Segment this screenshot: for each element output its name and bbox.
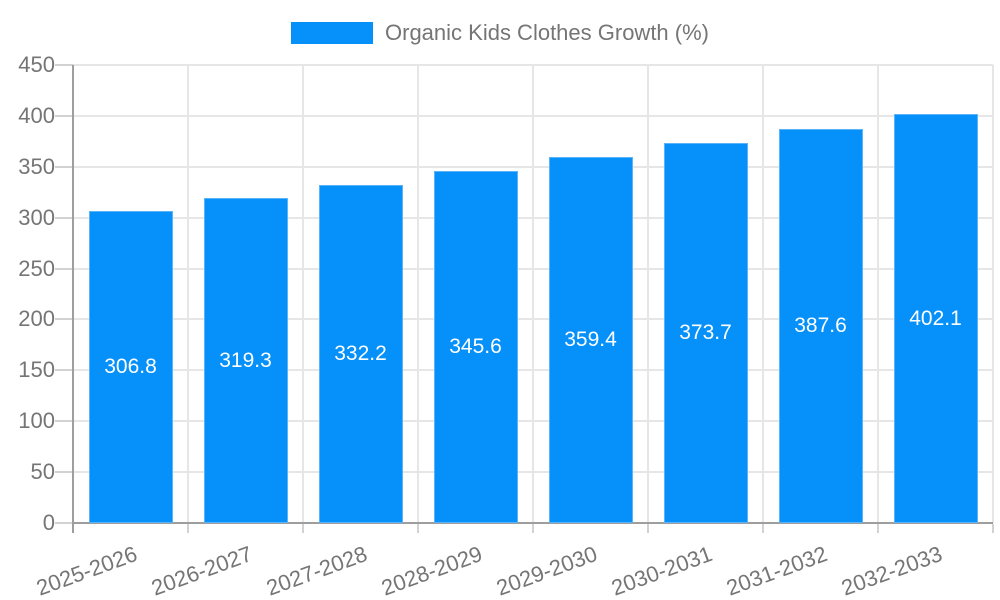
bar[interactable]: 373.7 xyxy=(663,143,748,523)
y-tick-label: 350 xyxy=(18,153,55,179)
x-tick-label: 2025-2026 xyxy=(33,541,141,600)
y-axis-tick xyxy=(55,369,73,372)
x-tick-label: 2027-2028 xyxy=(263,541,371,600)
bar[interactable]: 387.6 xyxy=(778,129,863,523)
y-axis-tick xyxy=(55,420,73,423)
x-tick-label: 2026-2027 xyxy=(148,541,256,600)
y-tick-label: 300 xyxy=(18,204,55,230)
y-axis-tick xyxy=(55,318,73,321)
y-axis-tick xyxy=(55,216,73,219)
y-axis-line xyxy=(72,65,74,533)
gridline-vertical xyxy=(877,65,879,523)
y-tick-label: 150 xyxy=(18,357,55,383)
y-axis-tick xyxy=(55,267,73,270)
bar-value-label: 359.4 xyxy=(564,328,617,351)
gridline-vertical xyxy=(187,65,189,523)
gridline-vertical xyxy=(532,65,534,523)
gridline-vertical xyxy=(647,65,649,523)
y-tick-label: 100 xyxy=(18,408,55,434)
x-axis-tick xyxy=(532,524,534,533)
bar[interactable]: 306.8 xyxy=(88,211,173,523)
bar-value-label: 332.2 xyxy=(334,342,387,365)
bar-value-label: 319.3 xyxy=(219,348,272,372)
bar[interactable]: 319.3 xyxy=(203,198,288,523)
x-axis-tick xyxy=(647,524,649,533)
gridline-vertical xyxy=(992,65,994,523)
y-axis-tick xyxy=(55,165,73,168)
x-axis-tick xyxy=(762,524,764,533)
bar[interactable]: 345.6 xyxy=(433,171,518,523)
gridline-horizontal xyxy=(73,64,993,66)
legend-swatch-icon xyxy=(291,22,373,44)
gridline-vertical xyxy=(302,65,304,523)
x-axis-tick xyxy=(877,524,879,533)
bar-value-label: 345.6 xyxy=(449,335,502,358)
x-axis-tick xyxy=(417,524,419,533)
y-tick-label: 250 xyxy=(18,255,55,281)
chart-legend[interactable]: Organic Kids Clothes Growth (%) xyxy=(0,20,1000,46)
y-axis-tick xyxy=(55,471,73,474)
gridline-vertical xyxy=(762,65,764,523)
x-axis-tick xyxy=(72,524,74,533)
y-tick-label: 400 xyxy=(18,102,55,128)
y-axis-tick xyxy=(55,114,73,117)
x-axis-tick xyxy=(992,524,994,533)
x-axis-tick xyxy=(302,524,304,533)
legend-label: Organic Kids Clothes Growth (%) xyxy=(385,20,709,45)
x-tick-label: 2029-2030 xyxy=(493,541,601,600)
bar[interactable]: 359.4 xyxy=(548,157,633,523)
x-tick-label: 2028-2029 xyxy=(378,541,486,600)
bar[interactable]: 402.1 xyxy=(893,114,978,523)
gridline-horizontal xyxy=(73,114,993,117)
y-tick-label: 450 xyxy=(18,52,55,77)
y-axis-tick xyxy=(55,522,73,524)
x-axis-tick xyxy=(187,524,189,533)
bar-value-label: 402.1 xyxy=(909,306,962,330)
gridline-vertical xyxy=(417,65,419,523)
bar[interactable]: 332.2 xyxy=(318,185,403,523)
y-axis-tick xyxy=(55,64,73,66)
x-tick-label: 2030-2031 xyxy=(608,541,716,600)
y-tick-label: 50 xyxy=(30,459,55,485)
bar-value-label: 387.6 xyxy=(794,314,847,337)
y-tick-label: 200 xyxy=(18,306,55,332)
x-tick-label: 2032-2033 xyxy=(838,541,946,600)
bar-value-label: 373.7 xyxy=(679,321,732,344)
x-tick-label: 2031-2032 xyxy=(723,541,831,600)
bar-value-label: 306.8 xyxy=(104,355,157,378)
y-tick-label: 0 xyxy=(42,510,55,535)
